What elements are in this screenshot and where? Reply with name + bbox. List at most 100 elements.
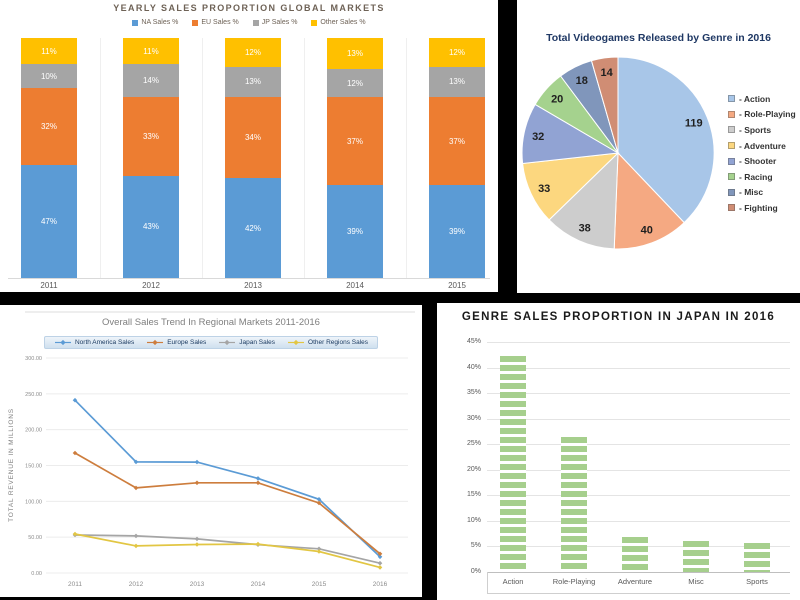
data-label: 11% bbox=[143, 46, 159, 56]
stacked-bar: 12% 13% 37% 39% bbox=[429, 38, 485, 278]
legend-diamond bbox=[293, 339, 299, 346]
data-label: 12% bbox=[448, 47, 465, 57]
gridline bbox=[487, 393, 790, 395]
bar-segment: 37% bbox=[429, 97, 485, 186]
legend-swatch bbox=[252, 19, 259, 26]
legend-item[interactable]: - Role-Playing bbox=[728, 107, 796, 123]
legend-item[interactable]: - Shooter bbox=[728, 153, 796, 169]
legend-label: JP Sales % bbox=[261, 19, 298, 26]
legend-label: Japan Sales bbox=[239, 339, 276, 346]
legend-swatch bbox=[728, 173, 735, 181]
data-label: 12% bbox=[244, 47, 261, 57]
legend-item[interactable]: - Action bbox=[728, 91, 796, 107]
data-point-marker bbox=[133, 459, 139, 465]
data-label: 13% bbox=[346, 48, 363, 58]
gridline bbox=[304, 38, 305, 278]
x-axis-label: 2011 bbox=[40, 281, 58, 290]
bar bbox=[561, 436, 587, 572]
videogames-by-genre-pie-chart[interactable]: Total Videogames Released by Genre in 20… bbox=[517, 0, 800, 293]
data-point-marker bbox=[316, 497, 322, 502]
data-label: 14% bbox=[142, 76, 159, 86]
legend-item[interactable]: - Sports bbox=[728, 122, 796, 138]
legend-marker bbox=[147, 339, 164, 346]
x-axis-tick-label: 2013 bbox=[190, 581, 205, 588]
bar-segment: 42% bbox=[225, 178, 281, 278]
legend-swatch bbox=[311, 19, 318, 26]
x-axis-label: 2015 bbox=[448, 281, 466, 290]
legend-item[interactable]: - Adventure bbox=[728, 138, 796, 154]
y-axis-tick-label: 100.00 bbox=[25, 499, 42, 505]
legend-item[interactable]: JP Sales % bbox=[252, 19, 298, 26]
series-line bbox=[74, 452, 381, 555]
pie-slice bbox=[613, 151, 685, 250]
bar-segment: 12% bbox=[225, 38, 281, 67]
y-axis-tick-label: 40% bbox=[466, 363, 481, 371]
data-label: 119 bbox=[685, 118, 703, 130]
legend-item[interactable]: - Misc bbox=[728, 185, 796, 201]
legend-label: EU Sales % bbox=[201, 19, 239, 26]
y-axis-tick-label: 0.00 bbox=[31, 571, 42, 577]
x-axis-label: Sports bbox=[746, 577, 768, 586]
data-label: 20 bbox=[551, 94, 563, 106]
y-axis-tick-label: 10% bbox=[466, 516, 481, 524]
data-label: 11% bbox=[41, 46, 57, 56]
gridline bbox=[406, 38, 407, 278]
chart-title: YEARLY SALES PROPORTION GLOBAL MARKETS bbox=[113, 3, 385, 13]
data-label: 34% bbox=[244, 133, 261, 143]
data-label: 13% bbox=[448, 77, 465, 87]
pie-slice bbox=[548, 151, 619, 250]
x-axis-label: 2014 bbox=[346, 281, 364, 290]
data-point-marker bbox=[377, 565, 383, 570]
series-line bbox=[74, 533, 381, 569]
data-point-marker bbox=[377, 551, 383, 557]
data-label: 33% bbox=[142, 132, 159, 142]
bar-segment: 13% bbox=[225, 66, 281, 98]
legend-swatch bbox=[728, 142, 735, 150]
data-label: 12% bbox=[346, 78, 363, 88]
data-point-marker bbox=[377, 560, 383, 566]
data-label: 14 bbox=[600, 67, 613, 79]
y-axis-tick-label: 50.00 bbox=[28, 535, 42, 541]
data-label: 32 bbox=[532, 131, 544, 143]
y-axis-tick-label: 15% bbox=[466, 491, 481, 499]
legend-item[interactable]: Europe Sales bbox=[146, 339, 206, 346]
bar-segment: 32% bbox=[21, 88, 77, 166]
data-point-marker bbox=[133, 543, 139, 549]
legend-label: Other Regions Sales bbox=[308, 339, 369, 346]
y-axis-tick-label: 250.00 bbox=[25, 392, 42, 398]
bar bbox=[500, 355, 526, 572]
japan-genre-proportion-bar-chart[interactable]: GENRE SALES PROPORTION IN JAPAN IN 2016 … bbox=[437, 303, 800, 600]
gridline bbox=[487, 572, 790, 573]
yearly-sales-proportion-chart[interactable]: YEARLY SALES PROPORTION GLOBAL MARKETS N… bbox=[0, 0, 498, 292]
legend-item[interactable]: EU Sales % bbox=[192, 19, 239, 26]
data-point-marker bbox=[133, 485, 139, 491]
bar-segment: 12% bbox=[327, 68, 383, 98]
legend-item[interactable]: - Fighting bbox=[728, 200, 796, 216]
pie-slice bbox=[590, 56, 619, 154]
legend-swatch bbox=[728, 157, 735, 165]
chart-title: GENRE SALES PROPORTION IN JAPAN IN 2016 bbox=[461, 311, 776, 323]
legend-item[interactable]: Japan Sales bbox=[218, 339, 275, 346]
legend-swatch bbox=[192, 19, 199, 26]
bar-segment: 47% bbox=[21, 165, 77, 278]
legend-item[interactable]: North America Sales bbox=[54, 339, 134, 346]
x-axis-tick-label: 2015 bbox=[312, 581, 327, 588]
data-point-marker bbox=[255, 476, 261, 481]
bar-segment: 12% bbox=[429, 38, 485, 67]
legend-item[interactable]: Other Sales % bbox=[311, 19, 366, 26]
legend-item[interactable]: Other Regions Sales bbox=[287, 339, 368, 346]
bar-segment: 14% bbox=[123, 64, 179, 98]
legend-swatch bbox=[728, 110, 735, 118]
data-label: 33 bbox=[538, 183, 550, 195]
y-axis-tick-label: 45% bbox=[466, 338, 481, 345]
legend-item[interactable]: - Racing bbox=[728, 169, 796, 185]
y-axis-tick-label: 0% bbox=[470, 568, 481, 575]
legend-label: - Action bbox=[739, 93, 771, 104]
data-point-marker bbox=[377, 554, 383, 560]
plot-area: 11% 10% 32% 47% 11% 14% 33% 43% 12% 13% 34% 42% 13% 1… bbox=[0, 38, 498, 279]
gridline bbox=[487, 444, 790, 446]
legend-label: NA Sales % bbox=[141, 19, 179, 26]
legend-label: - Racing bbox=[739, 171, 773, 182]
legend-item[interactable]: NA Sales % bbox=[132, 19, 178, 26]
regional-sales-trend-line-chart[interactable]: Overall Sales Trend In Regional Markets … bbox=[0, 305, 422, 597]
